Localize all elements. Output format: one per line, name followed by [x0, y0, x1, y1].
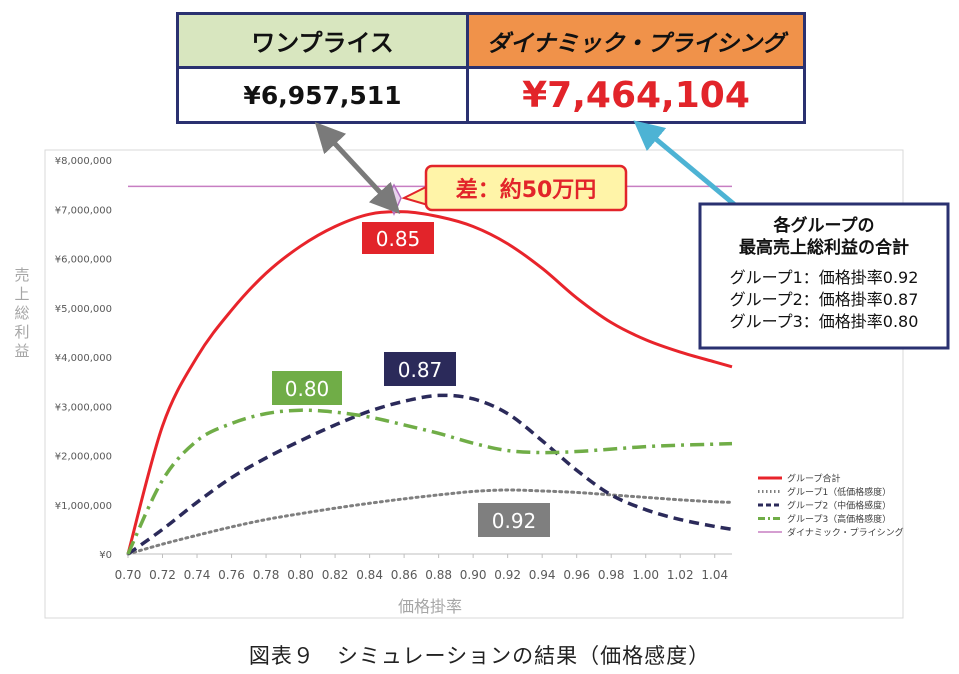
- x-tick-label: 0.96: [563, 568, 590, 582]
- x-tick-label: 0.92: [494, 568, 521, 582]
- series-line-total: [126, 210, 733, 555]
- legend-label-dynamic: ダイナミック・プライシング: [787, 527, 904, 539]
- legend-label-g2: グループ2（中価格感度）: [787, 500, 891, 512]
- y-tick-label: ¥2,000,000: [55, 452, 112, 463]
- figure-caption: 図表９ シミュレーションの結果（価格感度）: [248, 644, 711, 668]
- x-tick-label: 1.00: [632, 568, 659, 582]
- y-tick-label: ¥8,000,000: [55, 156, 112, 167]
- x-tick-label: 0.72: [149, 568, 176, 582]
- series-line-g2: [126, 393, 733, 556]
- y-tick-label: ¥1,000,000: [55, 501, 112, 512]
- x-tick-label: 0.94: [529, 568, 556, 582]
- x-tick-label: 0.88: [425, 568, 452, 582]
- label-g2-box: [384, 352, 456, 386]
- info-title-2: 最高売上総利益の合計: [739, 237, 909, 258]
- y-axis-label: 売上総利益: [14, 266, 29, 360]
- info-title-1: 各グループの: [773, 215, 875, 236]
- y-tick-label: ¥4,000,000: [55, 353, 112, 364]
- x-axis-label: 価格掛率: [398, 597, 462, 616]
- label-g1: 0.92: [492, 509, 537, 533]
- series-line-g3: [126, 408, 733, 555]
- label-g2: 0.87: [398, 358, 443, 382]
- x-tick-label: 0.98: [598, 568, 625, 582]
- legend-label-total: グループ合計: [787, 473, 840, 485]
- x-tick-label: 0.90: [460, 568, 487, 582]
- series-line-g1: [126, 488, 734, 556]
- label-g1-box: [478, 503, 550, 537]
- info-box: [698, 202, 950, 350]
- label-total: 0.85: [376, 227, 421, 251]
- info-line-1: グループ1：価格掛率0.92: [730, 268, 919, 287]
- one-price-arrow: [314, 122, 401, 214]
- one-price-header: ワンプライス: [179, 15, 469, 69]
- dynamic-price-arrow: [633, 120, 737, 207]
- x-tick-label: 0.80: [287, 568, 314, 582]
- one-price-value: ¥6,957,511: [179, 69, 469, 121]
- x-tick-label: 1.02: [667, 568, 694, 582]
- x-tick-label: 0.70: [115, 568, 142, 582]
- dynamic-pricing-header: ダイナミック・プライシング: [469, 15, 803, 69]
- difference-text: 差：約50万円: [456, 177, 597, 203]
- x-tick-label: 0.86: [391, 568, 418, 582]
- y-tick-label: ¥7,000,000: [55, 205, 112, 216]
- label-g3-box: [272, 371, 342, 405]
- difference-callout-tail: [401, 184, 429, 207]
- label-g3: 0.80: [285, 377, 330, 401]
- x-tick-label: 0.78: [253, 568, 280, 582]
- x-tick-label: 1.04: [701, 568, 728, 582]
- y-tick-label: ¥3,000,000: [55, 402, 112, 413]
- dynamic-pricing-value: ¥7,464,104: [522, 74, 750, 116]
- y-axis-ticks: ¥0 ¥1,000,000 ¥2,000,000 ¥3,000,000 ¥4,000,0…: [55, 156, 112, 561]
- x-tick-label: 0.84: [356, 568, 383, 582]
- y-tick-label: ¥5,000,000: [55, 304, 112, 315]
- y-tick-label: ¥0: [99, 550, 112, 561]
- label-total-box: [362, 222, 434, 254]
- difference-callout: [424, 164, 628, 212]
- x-tick-label: 0.82: [322, 568, 349, 582]
- info-line-2: グループ2：価格掛率0.87: [730, 290, 919, 309]
- y-tick-label: ¥6,000,000: [55, 255, 112, 266]
- legend-label-g1: グループ1（低価格感度）: [787, 486, 891, 498]
- x-tick-label: 0.76: [218, 568, 245, 582]
- info-line-3: グループ3：価格掛率0.80: [730, 312, 919, 331]
- x-tick-label: 0.74: [184, 568, 211, 582]
- x-axis-ticks: 0.70 0.72 0.74 0.76 0.78 0.80 0.82 0.84 0.86 0.88…: [115, 554, 728, 582]
- legend-label-g3: グループ3（高価格感度）: [787, 513, 891, 525]
- comparison-table: ワンプライス ダイナミック・プライシング ¥6,957,511 ¥7,464,1…: [176, 12, 806, 124]
- chart-frame: [44, 149, 904, 619]
